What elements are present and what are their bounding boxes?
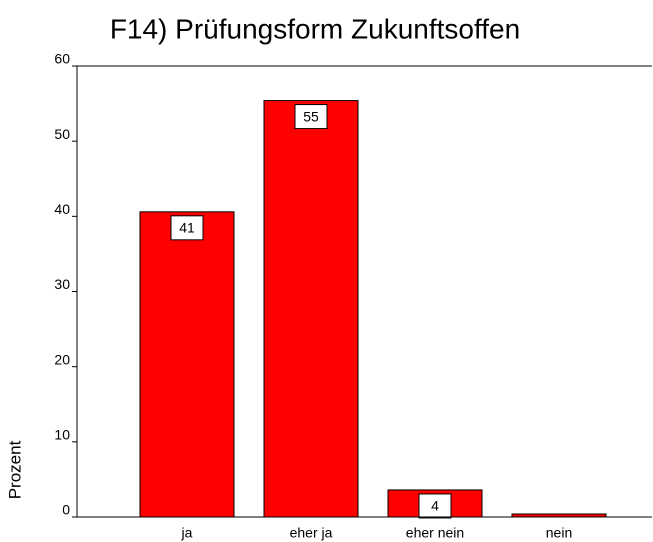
chart-title: F14) Prüfungsform Zukunftsoffen: [110, 13, 520, 44]
y-tick-label: 60: [54, 51, 70, 67]
bar: [263, 100, 359, 518]
value-label: 55: [303, 108, 319, 124]
y-tick-label: 0: [62, 502, 70, 518]
bar: [139, 211, 235, 518]
y-axis-label: Prozent: [5, 440, 24, 499]
x-tick-label: eher nein: [406, 525, 464, 541]
value-label-box: [294, 104, 328, 130]
y-tick-label: 30: [54, 276, 70, 292]
value-label: 4: [431, 498, 439, 514]
y-tick-label: 20: [54, 351, 70, 367]
value-label-box: [418, 493, 452, 519]
y-tick-label: 10: [54, 427, 70, 443]
value-label-box: [170, 215, 204, 241]
x-tick-label: eher ja: [290, 525, 333, 541]
y-tick-label: 40: [54, 201, 70, 217]
x-tick-label: ja: [181, 525, 193, 541]
x-tick-label: nein: [546, 525, 572, 541]
value-label: 41: [179, 220, 195, 236]
y-tick-label: 50: [54, 126, 70, 142]
